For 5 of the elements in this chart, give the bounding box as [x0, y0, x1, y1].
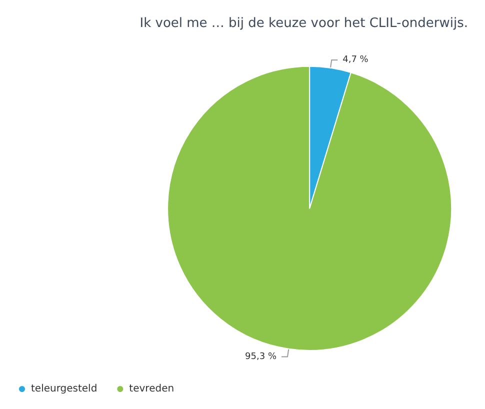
data-label: 4,7 %: [342, 55, 369, 66]
chart-title: Ik voel me … bij de keuze voor het CLIL-onderwijs.: [140, 16, 468, 31]
legend-label: tevreden: [129, 384, 174, 394]
legend-label: teleurgesteld: [31, 384, 98, 394]
data-label: 95,3 %: [245, 352, 277, 362]
